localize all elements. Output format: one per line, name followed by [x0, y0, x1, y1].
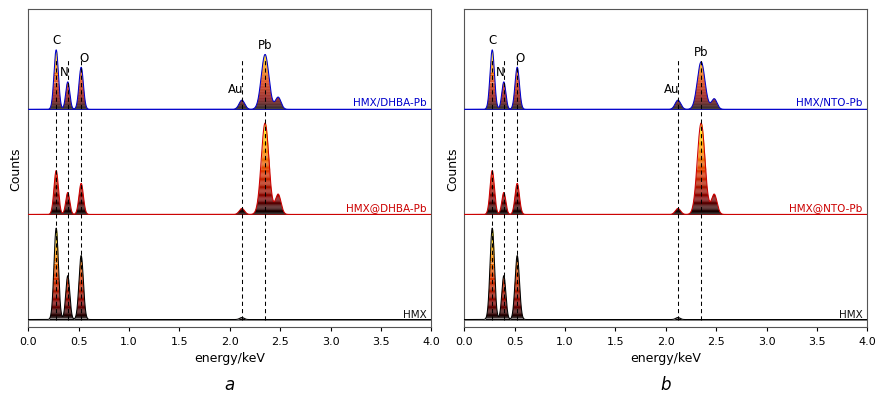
Text: HMX/DHBA-Pb: HMX/DHBA-Pb: [353, 97, 426, 107]
Text: Pb: Pb: [258, 38, 272, 52]
X-axis label: energy/keV: energy/keV: [631, 352, 702, 365]
Text: O: O: [516, 51, 525, 65]
Text: N: N: [496, 66, 504, 79]
Text: C: C: [488, 34, 496, 47]
Text: a: a: [225, 375, 235, 393]
Y-axis label: Counts: Counts: [446, 147, 459, 190]
Text: O: O: [80, 51, 89, 65]
Y-axis label: Counts: Counts: [10, 147, 23, 190]
Text: HMX@DHBA-Pb: HMX@DHBA-Pb: [346, 202, 426, 212]
Text: Au: Au: [664, 83, 680, 95]
Text: N: N: [59, 66, 68, 79]
Text: HMX@NTO-Pb: HMX@NTO-Pb: [789, 202, 862, 212]
Text: HMX/NTO-Pb: HMX/NTO-Pb: [796, 97, 862, 107]
Text: Au: Au: [228, 83, 244, 95]
Text: C: C: [52, 34, 60, 47]
Text: b: b: [661, 375, 671, 393]
Text: Pb: Pb: [694, 46, 709, 59]
Text: HMX: HMX: [402, 309, 426, 319]
X-axis label: energy/keV: energy/keV: [194, 352, 265, 365]
Text: HMX: HMX: [839, 309, 862, 319]
